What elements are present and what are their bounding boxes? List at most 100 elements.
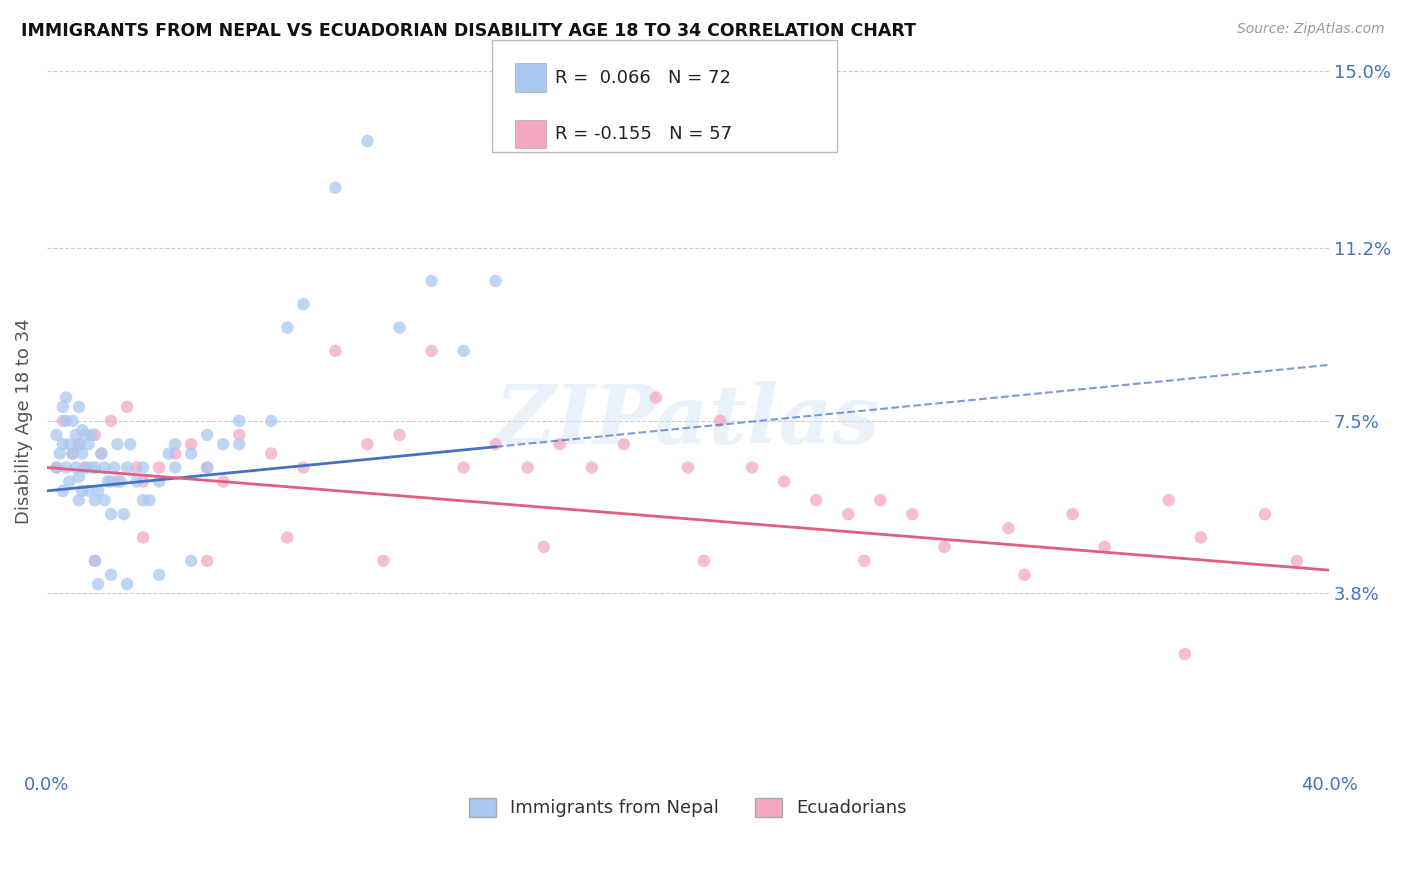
Point — [112, 507, 135, 521]
Point — [48, 446, 70, 460]
Point — [70, 423, 93, 437]
Legend: Immigrants from Nepal, Ecuadorians: Immigrants from Nepal, Ecuadorians — [461, 791, 914, 824]
Point — [228, 437, 250, 451]
Point — [709, 414, 731, 428]
Point — [853, 554, 876, 568]
Point — [52, 483, 75, 498]
Point — [292, 460, 315, 475]
Point — [103, 460, 125, 475]
Point — [356, 134, 378, 148]
Point — [80, 428, 103, 442]
Point — [276, 320, 298, 334]
Point — [195, 460, 218, 475]
Point — [180, 446, 202, 460]
Point — [84, 493, 107, 508]
Point — [228, 428, 250, 442]
Point — [87, 483, 110, 498]
Point — [62, 446, 84, 460]
Point — [84, 428, 107, 442]
Point — [741, 460, 763, 475]
Point — [420, 343, 443, 358]
Point — [228, 414, 250, 428]
Y-axis label: Disability Age 18 to 34: Disability Age 18 to 34 — [15, 318, 32, 524]
Point — [58, 437, 80, 451]
Point — [804, 493, 827, 508]
Point — [80, 460, 103, 475]
Point — [388, 320, 411, 334]
Point — [115, 400, 138, 414]
Point — [453, 460, 475, 475]
Point — [1254, 507, 1277, 521]
Point — [195, 428, 218, 442]
Point — [325, 343, 347, 358]
Point — [869, 493, 891, 508]
Point — [157, 446, 180, 460]
Point — [45, 460, 67, 475]
Point — [110, 475, 132, 489]
Point — [148, 460, 170, 475]
Point — [67, 437, 90, 451]
Point — [67, 400, 90, 414]
Point — [276, 531, 298, 545]
Text: Source: ZipAtlas.com: Source: ZipAtlas.com — [1237, 22, 1385, 37]
Point — [212, 475, 235, 489]
Point — [148, 475, 170, 489]
Point — [485, 274, 508, 288]
Point — [180, 437, 202, 451]
Point — [325, 180, 347, 194]
Point — [67, 493, 90, 508]
Point — [93, 460, 115, 475]
Point — [1014, 567, 1036, 582]
Point — [1285, 554, 1308, 568]
Point — [52, 414, 75, 428]
Point — [100, 475, 122, 489]
Point — [55, 414, 77, 428]
Point — [388, 428, 411, 442]
Point — [65, 460, 87, 475]
Point — [292, 297, 315, 311]
Point — [373, 554, 395, 568]
Point — [165, 460, 187, 475]
Point — [84, 554, 107, 568]
Point — [75, 460, 97, 475]
Point — [581, 460, 603, 475]
Point — [107, 437, 129, 451]
Point — [138, 493, 160, 508]
Point — [67, 470, 90, 484]
Point — [132, 475, 155, 489]
Point — [100, 567, 122, 582]
Point — [84, 460, 107, 475]
Point — [97, 475, 120, 489]
Point — [58, 475, 80, 489]
Point — [87, 577, 110, 591]
Point — [115, 460, 138, 475]
Point — [644, 391, 666, 405]
Point — [70, 483, 93, 498]
Point — [77, 437, 100, 451]
Text: IMMIGRANTS FROM NEPAL VS ECUADORIAN DISABILITY AGE 18 TO 34 CORRELATION CHART: IMMIGRANTS FROM NEPAL VS ECUADORIAN DISA… — [21, 22, 917, 40]
Point — [55, 460, 77, 475]
Text: R = -0.155   N = 57: R = -0.155 N = 57 — [555, 125, 733, 143]
Point — [165, 437, 187, 451]
Point — [676, 460, 699, 475]
Point — [62, 414, 84, 428]
Point — [100, 414, 122, 428]
Point — [45, 460, 67, 475]
Point — [75, 460, 97, 475]
Point — [997, 521, 1019, 535]
Point — [70, 446, 93, 460]
Point — [132, 531, 155, 545]
Point — [453, 343, 475, 358]
Point — [195, 460, 218, 475]
Point — [516, 460, 538, 475]
Point — [934, 540, 956, 554]
Point — [65, 428, 87, 442]
Point — [120, 437, 142, 451]
Point — [93, 493, 115, 508]
Point — [485, 437, 508, 451]
Point — [548, 437, 571, 451]
Point — [1174, 647, 1197, 661]
Point — [260, 414, 283, 428]
Point — [115, 577, 138, 591]
Point — [148, 567, 170, 582]
